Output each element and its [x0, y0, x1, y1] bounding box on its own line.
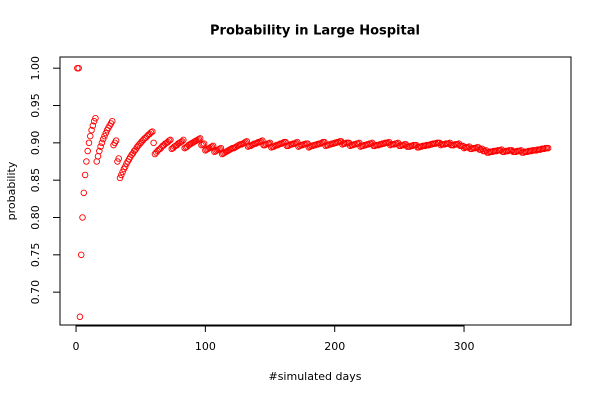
- point: [544, 144, 552, 152]
- y-tick-label: 0.95: [29, 93, 42, 118]
- point: [209, 142, 217, 150]
- point: [114, 158, 121, 165]
- x-tick-label: 200: [324, 340, 345, 353]
- point: [101, 132, 108, 140]
- point: [235, 141, 243, 149]
- y-tick-label: 0.80: [29, 205, 42, 230]
- point: [180, 136, 187, 144]
- x-axis-label: #simulated days: [268, 370, 361, 383]
- point: [118, 171, 125, 179]
- x-tick-label: 0: [73, 340, 80, 353]
- point: [90, 117, 98, 125]
- point: [178, 138, 186, 145]
- point: [275, 141, 283, 148]
- point: [150, 139, 157, 147]
- point: [79, 214, 86, 221]
- point: [112, 137, 120, 144]
- point: [217, 144, 225, 152]
- x-tick-label: 100: [195, 340, 216, 353]
- point: [262, 141, 270, 148]
- y-tick-label: 0.70: [29, 280, 42, 305]
- point: [195, 135, 203, 143]
- point: [341, 140, 349, 147]
- point: [99, 135, 107, 143]
- point: [83, 158, 90, 165]
- point: [288, 141, 296, 148]
- point: [109, 117, 116, 125]
- x-tick-label: 300: [454, 340, 475, 353]
- point: [196, 135, 204, 142]
- point: [253, 139, 261, 147]
- chart-title: Probability in Large Hospital: [210, 24, 420, 39]
- point: [268, 144, 275, 151]
- point: [271, 142, 279, 150]
- point: [540, 145, 548, 153]
- point: [244, 143, 252, 150]
- y-axis-label: probability: [5, 161, 18, 220]
- point: [96, 147, 103, 155]
- point: [216, 145, 223, 153]
- point: [102, 129, 110, 137]
- point: [87, 132, 94, 140]
- point: [77, 251, 85, 259]
- point: [167, 136, 174, 144]
- point: [97, 143, 104, 150]
- y-tick-label: 0.90: [29, 131, 42, 156]
- point: [116, 174, 124, 182]
- point: [75, 64, 82, 72]
- point: [200, 140, 208, 147]
- point: [227, 145, 235, 153]
- point: [208, 143, 216, 150]
- point: [89, 122, 97, 129]
- point: [88, 126, 95, 134]
- point: [121, 163, 129, 170]
- y-tick-label: 1.00: [29, 56, 42, 81]
- point: [80, 189, 88, 197]
- point: [81, 171, 89, 179]
- point: [119, 168, 126, 176]
- point: [85, 139, 93, 147]
- point: [149, 128, 156, 135]
- point: [352, 141, 359, 148]
- point: [98, 139, 106, 147]
- point: [92, 114, 99, 122]
- point: [314, 141, 322, 148]
- point: [147, 129, 155, 136]
- point: [84, 147, 91, 155]
- point: [165, 137, 173, 144]
- y-tick-label: 0.75: [29, 243, 42, 268]
- point: [199, 141, 207, 148]
- y-tick-label: 0.85: [29, 168, 42, 193]
- point: [76, 313, 84, 321]
- point: [249, 141, 257, 148]
- point: [115, 155, 122, 162]
